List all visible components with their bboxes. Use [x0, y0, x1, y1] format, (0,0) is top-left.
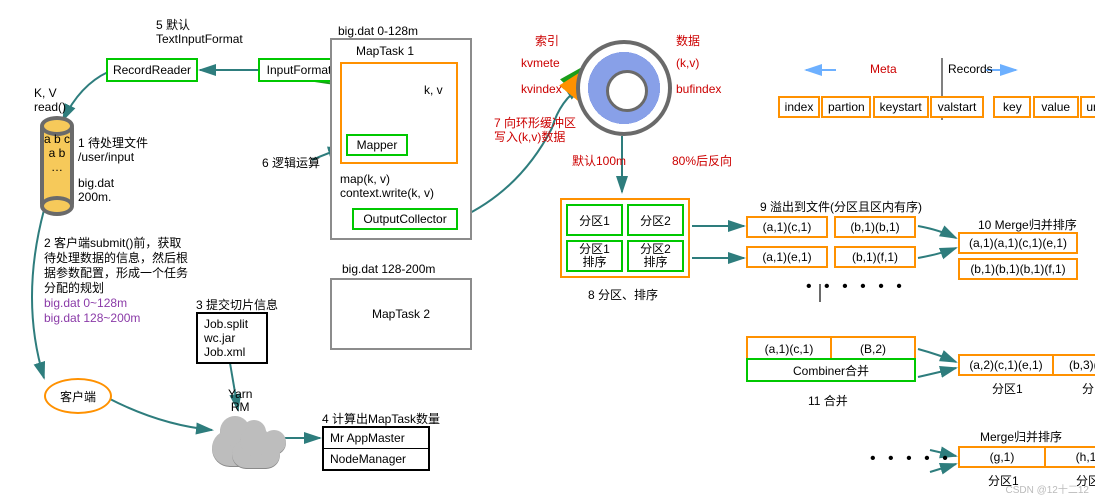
reverse80-label: 80%后反向: [672, 152, 732, 169]
record-reader-text: RecordReader: [113, 63, 191, 77]
nodemanager-text: NodeManager: [324, 449, 428, 469]
bigdat-label: big.dat 200m.: [78, 176, 114, 204]
output-collector-box: OutputCollector: [352, 208, 458, 230]
watermark: CSDN @12十二12: [1005, 481, 1089, 496]
combiner-wrap: (a,1)(c,1) (B,2) Combiner合并: [746, 336, 916, 382]
meta-cell-keystart: keystart: [873, 96, 929, 118]
ring-left-top: 索引: [535, 32, 559, 49]
maplogic-label: map(k, v) context.write(k, v): [340, 172, 434, 200]
partition-table: 分区1 分区2 分区1 排序 分区2 排序: [560, 198, 690, 278]
split-a-label: big.dat 0~128m: [44, 296, 127, 310]
g1-cell: (g,1): [958, 446, 1046, 468]
input-format-text: InputFormat: [267, 63, 332, 77]
merge-2: (b,1)(b,1)(b,1)(f,1): [958, 258, 1078, 280]
maptask2-container: MapTask 2: [330, 278, 472, 350]
output-collector-text: OutputCollector: [363, 212, 446, 226]
step10-label: 10 Merge归并排序: [978, 216, 1077, 233]
client-text: 客户端: [60, 388, 96, 405]
comb-a: (a,1)(c,1): [748, 338, 832, 360]
split-b-label: big.dat 128~200m: [44, 311, 140, 325]
maptask2-text: MapTask 2: [372, 307, 430, 321]
ring-right-top: 数据: [676, 32, 700, 49]
ring-left-mid: kvmete: [521, 56, 560, 70]
step5-label: 5 默认 TextInputFormat: [156, 18, 243, 46]
default100-label: 默认100m: [572, 152, 626, 169]
input-cylinder: a b c a b …: [40, 122, 74, 210]
meta-cell-partion: partion: [821, 96, 871, 118]
final-row: (g,1) (h,1): [958, 446, 1095, 468]
comb-b: (B,2): [832, 338, 914, 360]
spill-r1b: (b,1)(b,1): [834, 216, 916, 238]
p2-cell: 分区2: [627, 204, 684, 236]
cloud-2: [232, 440, 280, 468]
ring-right-mid: (k,v): [676, 56, 699, 70]
mapper-box: Mapper: [346, 134, 408, 156]
spill-r2a: (a,1)(e,1): [746, 246, 828, 268]
merge-1: (a,1)(a,1)(c,1)(e,1): [958, 232, 1078, 254]
kv-label: k, v: [424, 83, 443, 97]
appmaster-text: Mr AppMaster: [324, 428, 428, 449]
step6-label: 6 逻辑运算: [262, 154, 320, 171]
maptask2-title: big.dat 128-200m: [342, 262, 435, 276]
ring-buffer: [576, 40, 672, 136]
ring-right-bot: bufindex: [676, 82, 721, 96]
input-format-box: InputFormat: [258, 58, 340, 82]
split-files-text: Job.split wc.jar Job.xml: [204, 317, 260, 359]
client-oval: 客户端: [44, 378, 112, 414]
step9-label: 9 溢出到文件(分区且区内有序): [760, 198, 922, 215]
appmaster-box: Mr AppMaster NodeManager: [322, 426, 430, 471]
spill-r2b: (b,1)(f,1): [834, 246, 916, 268]
p2s-cell: 分区2 排序: [627, 240, 684, 272]
after-combiner-row: (a,2)(c,1)(e,1) (b,3)(f,1): [958, 354, 1095, 376]
meta-cells-row: index partion keystart valstart key valu…: [780, 96, 1095, 118]
step2-label: 2 客户端submit()前，获取 待处理数据的信息，然后根 据参数配置，形成一…: [44, 236, 194, 296]
step8-label: 8 分区、排序: [588, 286, 658, 303]
meta-cell-value: value: [1033, 96, 1079, 118]
p1s-cell: 分区1 排序: [566, 240, 623, 272]
meta-cell-key: key: [993, 96, 1031, 118]
step7-label: 7 向环形缓冲区 写入(k,v)数据: [494, 116, 576, 144]
p1-cell: 分区1: [566, 204, 623, 236]
meta-cell-index: index: [778, 96, 820, 118]
maptask1-label: MapTask 1: [356, 44, 414, 58]
cylinder-letters: a b c a b …: [44, 132, 70, 174]
step4-label: 4 计算出MapTask数量: [322, 410, 440, 427]
meta-label: Meta: [870, 62, 897, 76]
records-label: Records: [948, 62, 993, 76]
record-reader-box: RecordReader: [106, 58, 198, 82]
step11-label: 11 合并: [808, 392, 848, 409]
step3-label: 3 提交切片信息: [196, 296, 278, 313]
dots-1: • • • • • •: [806, 278, 906, 296]
h1-cell: (h,1): [1044, 446, 1095, 468]
spill-r1a: (a,1)(c,1): [746, 216, 828, 238]
meta-cell-unused: unused: [1080, 96, 1095, 118]
p1-after-label: 分区1: [992, 380, 1023, 397]
mapper-text: Mapper: [357, 138, 398, 152]
p2-after-label: 分区2: [1082, 380, 1095, 397]
maptask1-title: big.dat 0-128m: [338, 24, 418, 38]
combiner-box: Combiner合并: [746, 358, 916, 382]
merge-label-2: Merge归并排序: [980, 428, 1062, 445]
meta-cell-valstart: valstart: [930, 96, 984, 118]
ring-inner: [606, 70, 648, 112]
yarn-label: Yarn RM: [228, 388, 252, 414]
step1-label: 1 待处理文件 /user/input: [78, 136, 148, 164]
dots-2: • • • • •: [870, 450, 952, 468]
kv-read-label: K, V read(): [34, 86, 66, 114]
split-files-box: Job.split wc.jar Job.xml: [196, 312, 268, 364]
ring-left-bot: kvindex: [521, 82, 562, 96]
